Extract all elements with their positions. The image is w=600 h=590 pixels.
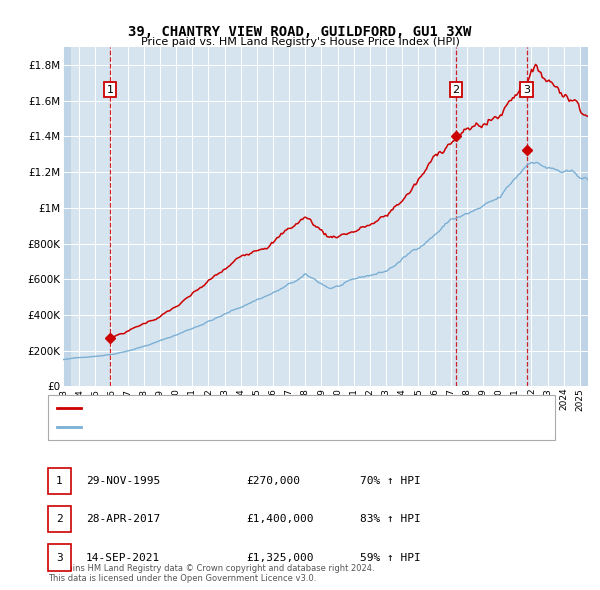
Text: 83% ↑ HPI: 83% ↑ HPI xyxy=(360,514,421,524)
Bar xyxy=(63,47,71,386)
Text: Contains HM Land Registry data © Crown copyright and database right 2024.
This d: Contains HM Land Registry data © Crown c… xyxy=(48,563,374,583)
Text: 2: 2 xyxy=(56,514,63,524)
Bar xyxy=(580,47,588,386)
Text: 1: 1 xyxy=(107,84,113,94)
Text: £1,325,000: £1,325,000 xyxy=(246,553,314,562)
Text: 28-APR-2017: 28-APR-2017 xyxy=(86,514,160,524)
Text: 29-NOV-1995: 29-NOV-1995 xyxy=(86,476,160,486)
Text: Price paid vs. HM Land Registry's House Price Index (HPI): Price paid vs. HM Land Registry's House … xyxy=(140,37,460,47)
Text: 39, CHANTRY VIEW ROAD, GUILDFORD, GU1 3XW (detached house): 39, CHANTRY VIEW ROAD, GUILDFORD, GU1 3X… xyxy=(84,403,415,412)
Text: 70% ↑ HPI: 70% ↑ HPI xyxy=(360,476,421,486)
Text: 39, CHANTRY VIEW ROAD, GUILDFORD, GU1 3XW: 39, CHANTRY VIEW ROAD, GUILDFORD, GU1 3X… xyxy=(128,25,472,39)
Text: 3: 3 xyxy=(523,84,530,94)
Text: 2: 2 xyxy=(452,84,460,94)
Text: 59% ↑ HPI: 59% ↑ HPI xyxy=(360,553,421,562)
Text: £270,000: £270,000 xyxy=(246,476,300,486)
Text: £1,400,000: £1,400,000 xyxy=(246,514,314,524)
Text: 1: 1 xyxy=(56,476,63,486)
Text: 3: 3 xyxy=(56,553,63,562)
Text: HPI: Average price, detached house, Guildford: HPI: Average price, detached house, Guil… xyxy=(84,422,310,432)
Text: 14-SEP-2021: 14-SEP-2021 xyxy=(86,553,160,562)
